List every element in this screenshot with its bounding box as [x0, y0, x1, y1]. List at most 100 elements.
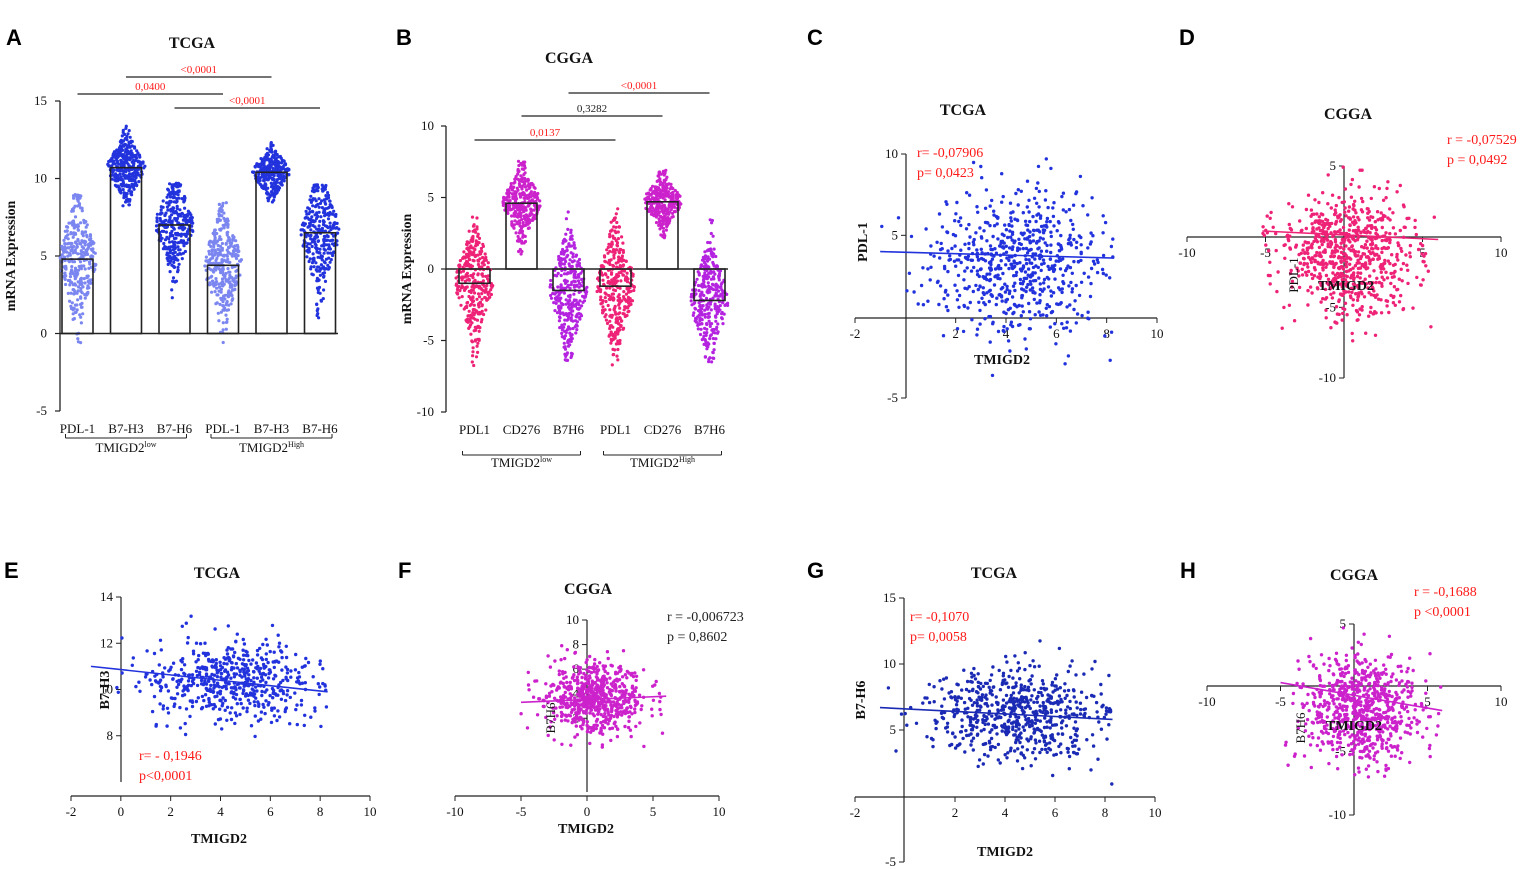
data-point — [223, 226, 226, 229]
data-point — [946, 270, 949, 273]
data-point — [712, 235, 715, 238]
data-point — [121, 178, 124, 181]
data-point — [671, 212, 674, 215]
data-point — [1087, 275, 1090, 278]
data-point — [560, 332, 563, 335]
data-point — [316, 312, 319, 315]
data-point — [317, 288, 320, 291]
scatter-points — [880, 157, 1114, 377]
data-point — [611, 363, 614, 366]
data-point — [624, 298, 627, 301]
data-point — [473, 304, 476, 307]
data-point — [107, 163, 110, 166]
data-point — [910, 235, 913, 238]
data-point — [530, 190, 533, 193]
data-point — [462, 270, 465, 273]
data-point — [946, 249, 949, 252]
data-point — [997, 264, 1000, 267]
data-point — [76, 337, 79, 340]
data-point — [706, 308, 709, 311]
data-point — [700, 291, 703, 294]
data-point — [469, 274, 472, 277]
data-point — [217, 283, 220, 286]
data-point — [1022, 310, 1025, 313]
data-point — [1039, 217, 1042, 220]
data-point — [473, 308, 476, 311]
data-point — [218, 303, 221, 306]
data-point — [663, 181, 666, 184]
data-point — [1055, 302, 1058, 305]
data-point — [1025, 347, 1028, 350]
data-point — [612, 338, 615, 341]
data-point — [1062, 208, 1065, 211]
data-point — [1090, 267, 1093, 270]
data-point — [717, 276, 720, 279]
data-point — [511, 188, 514, 191]
data-point — [664, 169, 667, 172]
data-point — [1070, 290, 1073, 293]
data-point — [580, 304, 583, 307]
data-point — [1001, 240, 1004, 243]
data-point — [69, 275, 72, 278]
data-point — [74, 215, 77, 218]
data-point — [208, 241, 211, 244]
data-point — [549, 283, 552, 286]
group-label: TMIGD2low — [491, 455, 552, 470]
data-point — [619, 300, 622, 303]
data-point — [326, 226, 329, 229]
data-point — [1324, 309, 1327, 312]
data-point — [704, 285, 707, 288]
data-point — [703, 260, 706, 263]
data-point — [1009, 211, 1012, 214]
x-tick-label: 10 — [1151, 326, 1164, 341]
data-point — [694, 317, 697, 320]
data-point — [1057, 243, 1060, 246]
data-point — [180, 240, 183, 243]
data-point — [79, 221, 82, 224]
data-point — [571, 333, 574, 336]
data-point — [323, 248, 326, 251]
data-point — [222, 321, 225, 324]
group-label-main: TMIGD2 — [491, 455, 540, 470]
data-point — [120, 149, 123, 152]
data-point — [1021, 304, 1024, 307]
data-point — [575, 328, 578, 331]
data-point — [1318, 246, 1321, 249]
data-point — [1027, 302, 1030, 305]
data-point — [972, 266, 975, 269]
data-point — [579, 272, 582, 275]
data-point — [317, 316, 320, 319]
data-point — [1009, 202, 1012, 205]
data-point — [261, 186, 264, 189]
data-point — [1331, 235, 1334, 238]
data-point — [111, 171, 114, 174]
data-point — [1043, 278, 1046, 281]
data-point — [333, 222, 336, 225]
data-point — [574, 247, 577, 250]
data-point — [1307, 194, 1310, 197]
data-point — [965, 191, 968, 194]
data-point — [455, 276, 458, 279]
data-point — [1343, 211, 1346, 214]
data-point — [229, 286, 232, 289]
data-point — [159, 219, 162, 222]
data-point — [122, 172, 125, 175]
data-point — [319, 274, 322, 277]
data-point — [608, 327, 611, 330]
data-point — [1004, 263, 1007, 266]
data-point — [563, 257, 566, 260]
data-point — [1003, 223, 1006, 226]
data-point — [1101, 231, 1104, 234]
data-point — [84, 297, 87, 300]
data-point — [334, 214, 337, 217]
data-point — [124, 143, 127, 146]
data-point — [1096, 271, 1099, 274]
data-point — [565, 249, 568, 252]
data-point — [1015, 271, 1018, 274]
data-point — [968, 194, 971, 197]
data-point — [632, 289, 635, 292]
data-point — [718, 294, 721, 297]
data-point — [1072, 204, 1075, 207]
data-point — [170, 288, 173, 291]
data-point — [251, 170, 254, 173]
